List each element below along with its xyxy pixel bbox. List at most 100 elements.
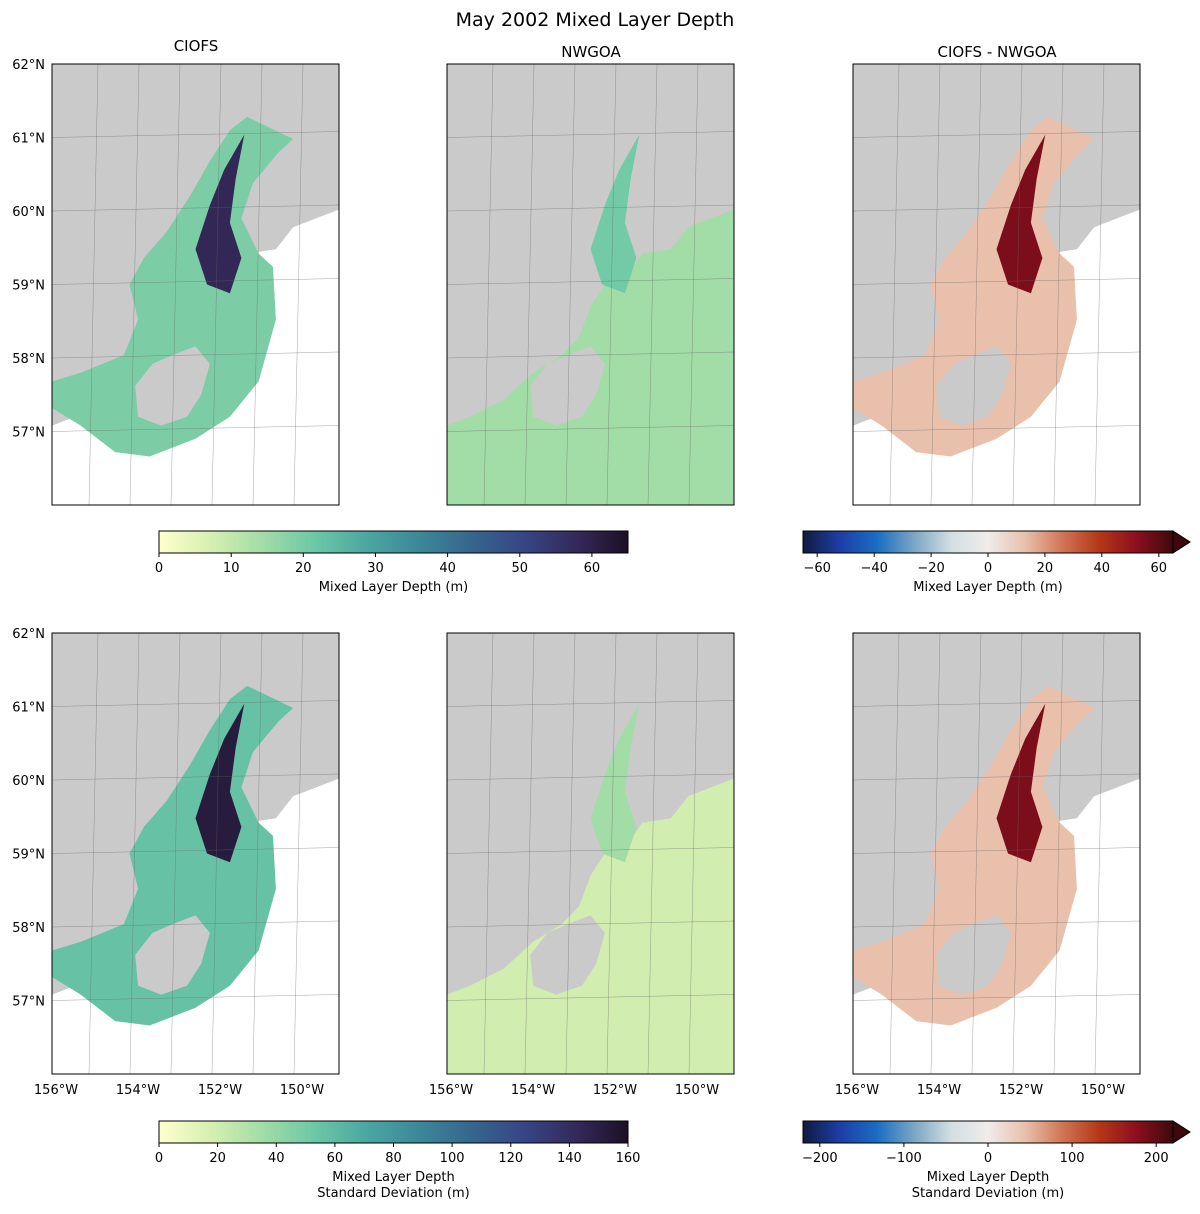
- panel-r1-c0-graticule-lat: [51, 994, 340, 1001]
- panel-r0-c2-model-domain-field: [853, 116, 1095, 457]
- colorbar-tick-label: 50: [512, 561, 529, 576]
- panel-r0-c0-model-domain-field: [52, 116, 294, 457]
- panel-r1-c1-frame: [446, 632, 735, 1075]
- panel-r1-c1-graticule-lon: [647, 632, 658, 1075]
- panel-r0-c2-graticule-lat: [852, 131, 1141, 138]
- colorbar-tick-label: 0: [984, 1151, 992, 1166]
- colorbar-seq-std: 0 20 40 60 80 100 120 140 160 Mixed Layer DepthSt…: [155, 1120, 640, 1201]
- colorbar-tick-label: 200: [1144, 1151, 1169, 1166]
- colorbar-label: Standard Deviation (m): [912, 1186, 1064, 1201]
- lat-tick-label: 59°N: [12, 848, 45, 863]
- panel-r1-c0-frame: [51, 632, 340, 1075]
- lon-tick-label: 150°W: [1081, 1083, 1125, 1098]
- lon-tick-label: 156°W: [429, 1083, 473, 1098]
- panel-r1-c2-graticule-lat: [852, 847, 1141, 854]
- colorbar-label: Mixed Layer Depth (m): [319, 580, 468, 595]
- colorbar-tick-label: 100: [1060, 1151, 1085, 1166]
- lon-tick-label: 150°W: [675, 1083, 719, 1098]
- colorbar-tick-label: 40: [268, 1151, 285, 1166]
- panel-r1-c0-land-island: [135, 915, 210, 995]
- panel-r0-c0-land-island: [135, 346, 210, 426]
- lat-tick-label: 61°N: [12, 701, 45, 716]
- colorbar-div-std: −200 −100 0 100 200 Mixed Layer DepthStandard…: [802, 1120, 1191, 1201]
- lat-tick-label: 57°N: [12, 995, 45, 1010]
- colorbar-label: Standard Deviation (m): [317, 1186, 469, 1201]
- panel-r0-c1: [446, 63, 735, 506]
- panel-r0-c2-graticule-lon: [971, 63, 982, 506]
- panel-r0-c2-graticule-lat: [852, 204, 1141, 212]
- panel-r0-c1-graticule-lon: [565, 63, 576, 506]
- panel-r1-c0-graticule-lat: [51, 700, 340, 707]
- panel-r0-c2-graticule-lon: [1094, 63, 1105, 506]
- colorbar-label: Mixed Layer Depth: [332, 1170, 454, 1185]
- lat-tick-label: 62°N: [12, 627, 45, 642]
- lat-tick-label: 60°N: [12, 205, 45, 220]
- colorbar-div-mean-gradient: [802, 530, 1174, 554]
- lon-tick-label: 154°W: [511, 1083, 555, 1098]
- panel-r0-c2-land-island: [936, 346, 1011, 426]
- panel-r0-c1-graticule-lat: [446, 425, 735, 432]
- colorbar-tick-label: 0: [155, 1151, 163, 1166]
- panel-r0-c1-graticule-lon: [647, 63, 658, 506]
- colorbar-tick-label: 40: [439, 561, 456, 576]
- panel-r0-c1-frame: [446, 63, 735, 506]
- colorbar-tick-label: 100: [440, 1151, 465, 1166]
- colorbar-tick-label: 20: [1037, 561, 1054, 576]
- panel-r0-c1-graticule-lon: [606, 63, 617, 506]
- panel-r0-c1-land-island: [530, 346, 605, 426]
- colorbar-div-std-extend-arrow: [1172, 1120, 1191, 1144]
- colorbar-tick-label: −100: [886, 1151, 922, 1166]
- colorbar-tick-label: 10: [223, 561, 240, 576]
- panel-r0-c1-graticule-lon: [688, 63, 699, 506]
- map-panels: [51, 63, 1141, 1075]
- panel-r1-c0-graticule-lat: [51, 920, 340, 928]
- panel-r0-c2-graticule-lon: [930, 63, 941, 506]
- panel-r1-c0-graticule-lon: [170, 632, 181, 1075]
- panel-r0-c2-inlet-field: [996, 134, 1046, 294]
- colorbar-tick-label: 120: [498, 1151, 523, 1166]
- colorbar-seq-mean-gradient: [158, 530, 629, 554]
- panel-r1-c2-inlet-field: [996, 703, 1046, 863]
- colorbar-tick-label: 60: [1151, 561, 1168, 576]
- panel-r1-c2-land-east: [1065, 633, 1140, 792]
- panel-r1-c0-graticule-lon: [252, 632, 263, 1075]
- panel-r1-c1-graticule-lat: [446, 847, 735, 854]
- colorbar-tick-label: 40: [1094, 561, 1111, 576]
- panel-r1-c1-land-island: [530, 915, 605, 995]
- panel-r0-c0-graticule-lat: [51, 425, 340, 432]
- panel-r1-c1-graticule-lon: [688, 632, 699, 1075]
- lon-tick-label: 152°W: [999, 1083, 1043, 1098]
- panel-r0-c0-graticule-lon: [293, 63, 304, 506]
- panel-r0-c0-graticule-lon: [88, 63, 99, 506]
- colorbar-label: Mixed Layer Depth (m): [913, 580, 1062, 595]
- panel-r1-c2-graticule-lat: [852, 920, 1141, 928]
- panel-r1-c0-graticule-lat: [51, 847, 340, 854]
- panel-r1-c2-graticule-lat: [852, 773, 1141, 781]
- panel-r0-c0-graticule-lat: [51, 131, 340, 138]
- colorbars: 0 10 20 30 40 50 60 Mixed Layer Depth (m) −60 −40…: [155, 530, 1191, 1201]
- colorbar-tick-label: −40: [860, 561, 887, 576]
- colorbar-seq-std-gradient: [158, 1120, 629, 1144]
- panel-title-difference: CIOFS - NWGOA: [937, 43, 1057, 61]
- colorbar-tick-label: 20: [295, 561, 312, 576]
- lat-tick-label: 60°N: [12, 774, 45, 789]
- panel-r0-c2: [852, 63, 1141, 506]
- panel-r1-c1-graticule-lat: [446, 700, 735, 707]
- panel-r1-c0-inlet-field: [195, 703, 245, 863]
- colorbar-tick-label: 60: [327, 1151, 344, 1166]
- panel-r1-c2-graticule-lon: [1053, 632, 1064, 1075]
- lat-tick-label: 59°N: [12, 279, 45, 294]
- panel-r1-c0-graticule-lat: [51, 773, 340, 781]
- panel-r1-c0: [51, 632, 340, 1075]
- colorbar-tick-label: −200: [802, 1151, 838, 1166]
- colorbar-tick-label: 60: [584, 561, 601, 576]
- panel-r1-c2-graticule-lon: [1012, 632, 1023, 1075]
- panel-r0-c0-inlet-field: [195, 134, 245, 294]
- panel-r0-c0-graticule-lat: [51, 204, 340, 212]
- panel-r0-c1-graticule-lat: [446, 131, 735, 138]
- panel-r1-c1-graticule-lon: [565, 632, 576, 1075]
- panel-r0-c2-graticule-lon: [1053, 63, 1064, 506]
- panel-r1-c2-graticule-lat: [852, 994, 1141, 1001]
- panel-r1-c2-frame: [852, 632, 1141, 1075]
- colorbar-label: Mixed Layer Depth: [927, 1170, 1049, 1185]
